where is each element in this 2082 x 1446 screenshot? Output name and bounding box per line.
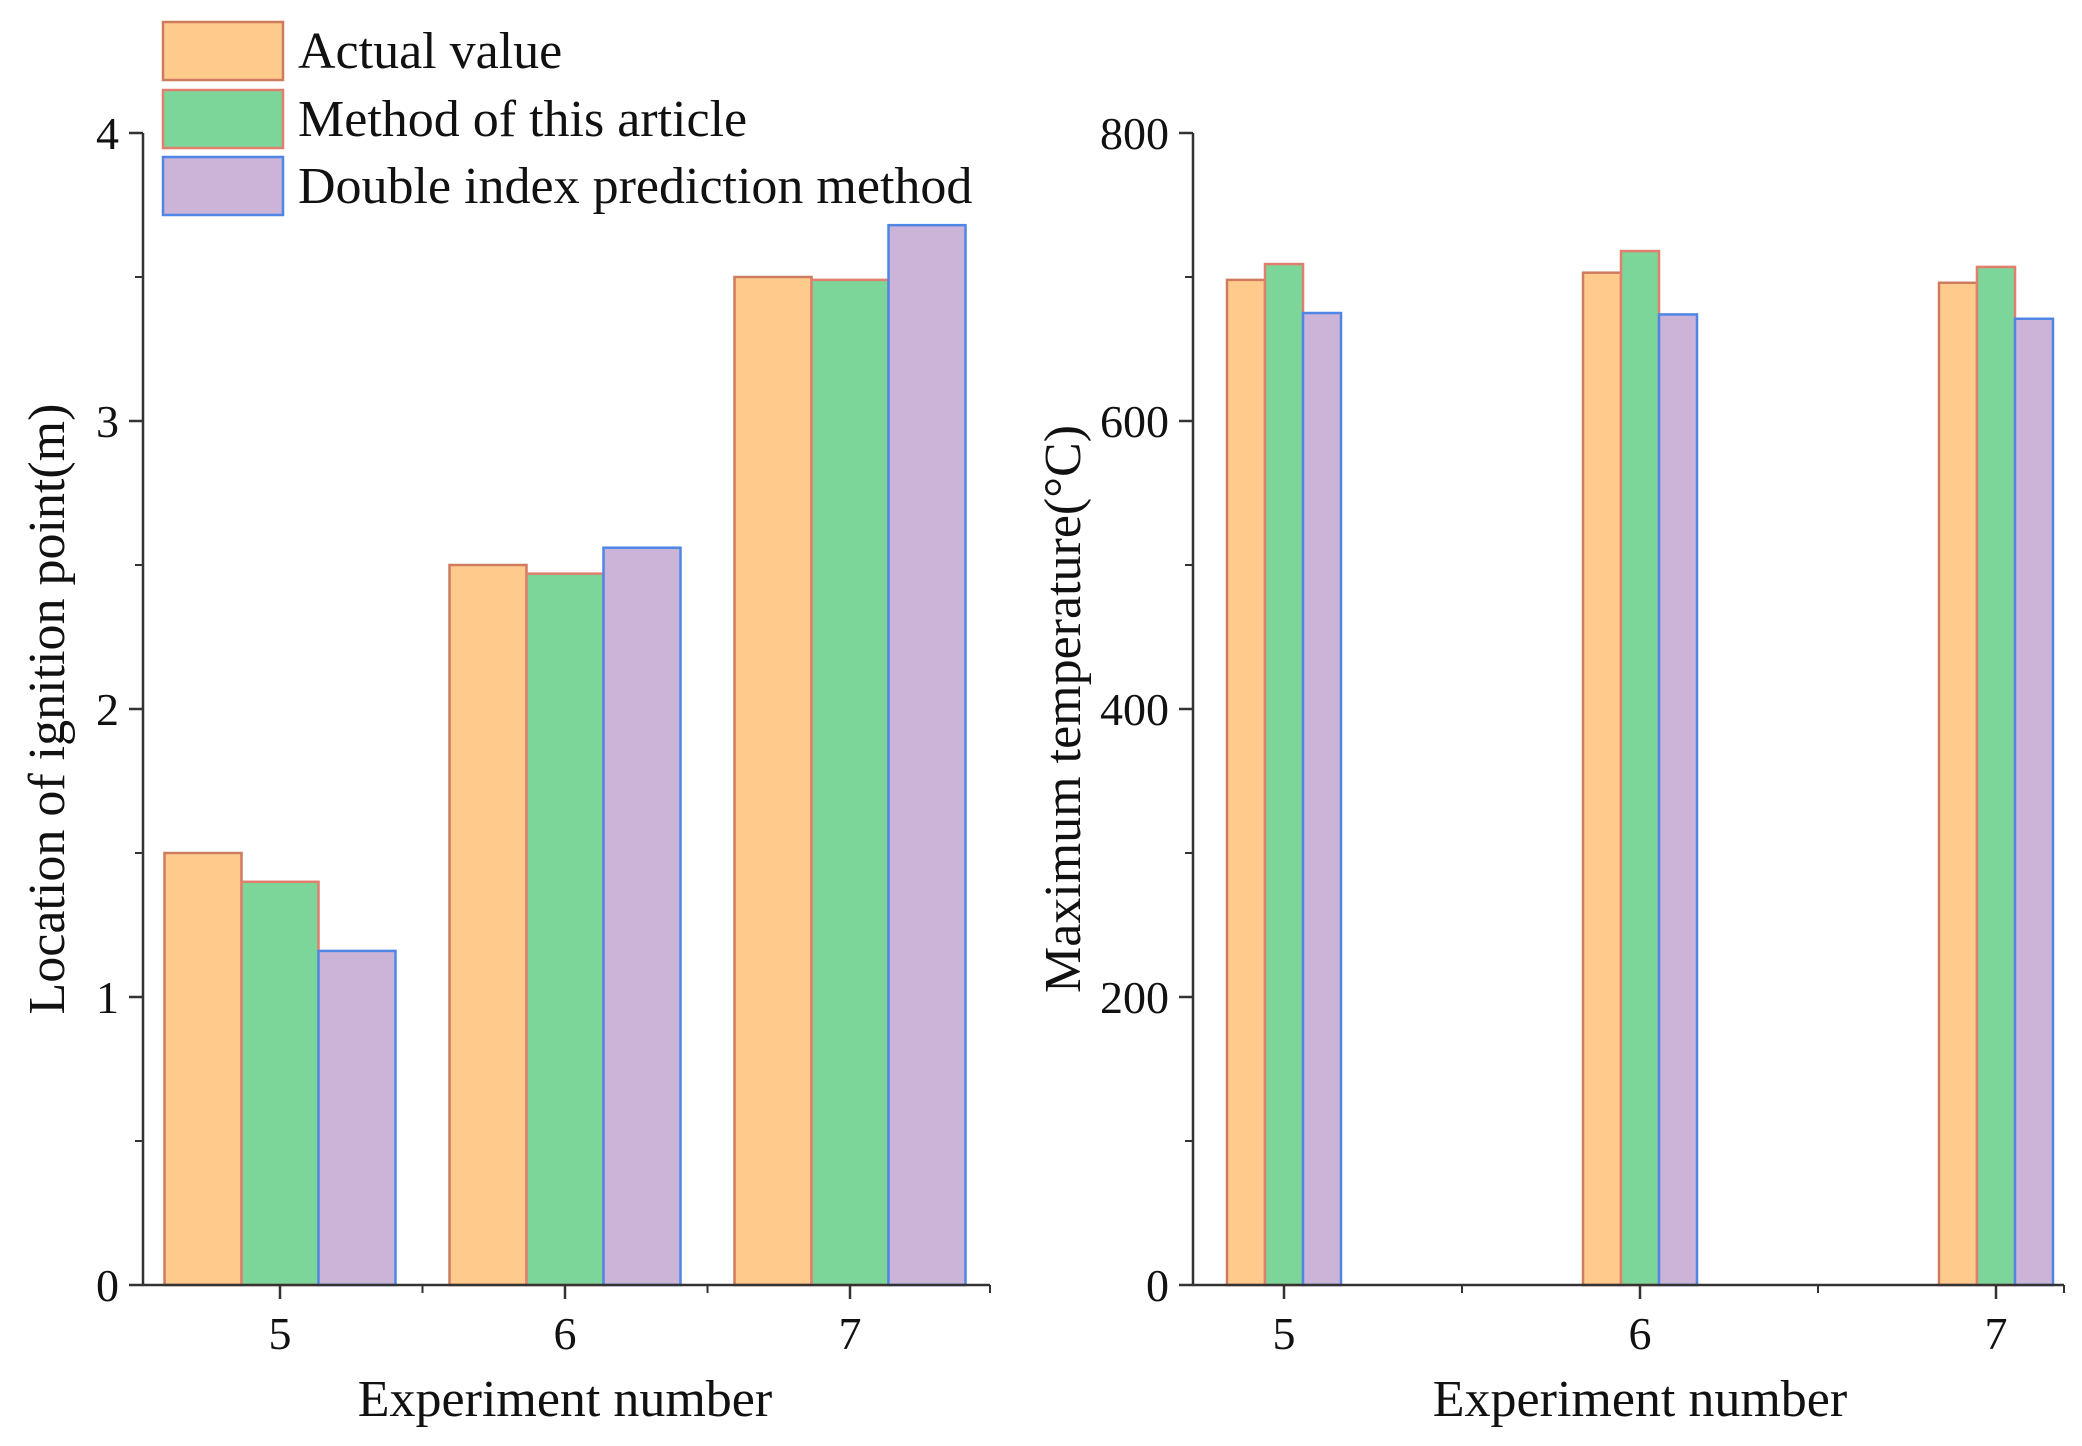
x-axis-title: Experiment number [1433, 1371, 1847, 1428]
bar-method-exp-7 [1975, 265, 2017, 1287]
legend-label-actual: Actual value [298, 23, 562, 80]
x-tick-label: 7 [1985, 1308, 2008, 1359]
x-axis-ticks: 5 6 7 [269, 1285, 991, 1359]
legend-label-method: Method of this article [298, 91, 747, 148]
max-temperature-chart: 0 200 400 600 800 5 6 7 Experiment number Maxi… [1035, 108, 2065, 1428]
bar-actual-exp-6 [448, 563, 528, 1287]
bar-method-exp-5 [240, 880, 320, 1287]
y-tick-label: 400 [1100, 684, 1169, 735]
legend-label-double: Double index prediction method [298, 158, 972, 215]
bar-double-exp-5 [1301, 311, 1343, 1287]
y-tick-label: 0 [1146, 1260, 1169, 1311]
bar-method-exp-6 [525, 572, 605, 1287]
legend-swatch-double [161, 155, 285, 217]
bar-double-exp-6 [1657, 313, 1699, 1287]
y-tick-label: 200 [1100, 972, 1169, 1023]
bar-actual-exp-6 [1581, 271, 1623, 1287]
x-axis-ticks: 5 6 7 [1273, 1285, 2065, 1359]
x-tick-label: 5 [269, 1308, 292, 1359]
legend-swatch-actual [161, 20, 285, 82]
y-tick-label: 0 [96, 1260, 119, 1311]
bar-double-exp-5 [317, 949, 397, 1287]
y-axis-title: Maximum temperature(°C) [1035, 425, 1092, 993]
bar-actual-exp-7 [733, 275, 813, 1287]
x-axis-title: Experiment number [358, 1371, 772, 1428]
ignition-location-bars [163, 223, 967, 1287]
y-tick-label: 3 [96, 396, 119, 447]
y-tick-label: 1 [96, 972, 119, 1023]
x-tick-label: 6 [554, 1308, 577, 1359]
y-axis-ticks: 0 1 2 3 4 [96, 108, 143, 1311]
legend-swatch-method [161, 88, 285, 150]
y-tick-label: 600 [1100, 396, 1169, 447]
max-temperature-bars [1225, 249, 2055, 1287]
bar-double-exp-7 [887, 223, 967, 1287]
legend: Actual value Method of this article Doub… [161, 20, 972, 217]
y-tick-label: 4 [96, 108, 119, 159]
bar-actual-exp-5 [1225, 278, 1267, 1287]
ignition-location-chart: 0 1 2 3 4 5 6 7 Experiment number Location of … [19, 108, 991, 1428]
bar-method-exp-5 [1263, 262, 1305, 1287]
x-tick-label: 5 [1273, 1308, 1296, 1359]
bar-actual-exp-5 [163, 851, 243, 1287]
bar-method-exp-7 [810, 278, 890, 1287]
x-tick-label: 7 [839, 1308, 862, 1359]
y-tick-label: 800 [1100, 108, 1169, 159]
y-tick-label: 2 [96, 684, 119, 735]
bar-double-exp-6 [602, 546, 682, 1287]
bar-actual-exp-7 [1937, 281, 1979, 1287]
bar-method-exp-6 [1619, 249, 1661, 1287]
x-tick-label: 6 [1629, 1308, 1652, 1359]
bar-double-exp-7 [2013, 317, 2055, 1287]
y-axis-title: Location of ignition point(m) [19, 404, 76, 1015]
y-axis-ticks: 0 200 400 600 800 [1100, 108, 1193, 1311]
